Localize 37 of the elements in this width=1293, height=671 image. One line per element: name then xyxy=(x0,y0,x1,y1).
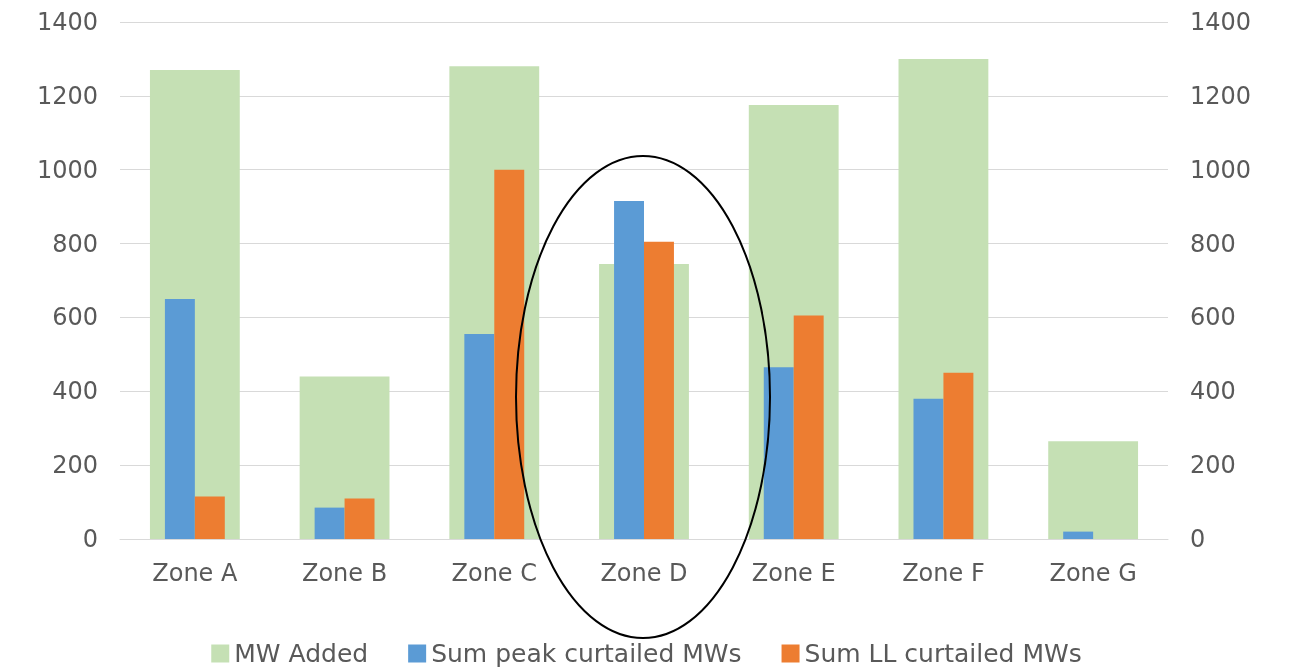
x-tick-label: Zone C xyxy=(451,559,538,587)
y2-tick-label: 800 xyxy=(1190,229,1236,258)
y-tick-label: 1200 xyxy=(36,81,98,110)
y-tick-label: 400 xyxy=(52,377,98,406)
bar xyxy=(1063,531,1094,539)
y-tick-label: 600 xyxy=(52,303,98,332)
bar xyxy=(943,372,974,539)
y-tick-label: 0 xyxy=(82,525,98,553)
bar xyxy=(194,496,225,539)
bar xyxy=(793,315,824,539)
legend-label: Sum LL curtailed MWs xyxy=(804,639,1082,668)
x-tick-label: Zone G xyxy=(1049,559,1137,587)
x-tick-label: Zone A xyxy=(152,559,239,587)
x-tick-label: Zone B xyxy=(301,559,388,587)
y2-tick-label: 1000 xyxy=(1190,155,1252,184)
x-tick-label: Zone D xyxy=(600,559,688,587)
bar xyxy=(464,334,495,539)
bar xyxy=(164,298,195,539)
bar xyxy=(1048,441,1139,539)
x-tick-label: Zone F xyxy=(902,559,985,587)
y2-tick-label: 200 xyxy=(1190,451,1236,480)
y2-tick-label: 1200 xyxy=(1190,81,1252,110)
y2-tick-label: 0 xyxy=(1190,525,1206,553)
y-tick-label: 200 xyxy=(52,451,98,480)
bar xyxy=(344,498,375,539)
y2-tick-label: 400 xyxy=(1190,377,1236,406)
bar xyxy=(913,398,944,539)
y-tick-label: 800 xyxy=(52,229,98,258)
y2-tick-label: 600 xyxy=(1190,303,1236,332)
legend-label: Sum peak curtailed MWs xyxy=(431,639,742,668)
y-tick-label: 1000 xyxy=(36,155,98,184)
legend-label: MW Added xyxy=(234,639,369,668)
bar xyxy=(314,507,345,539)
y2-tick-label: 1400 xyxy=(1190,8,1252,36)
y-tick-label: 1400 xyxy=(36,8,98,36)
bar xyxy=(763,367,794,539)
x-tick-label: Zone E xyxy=(751,559,836,587)
